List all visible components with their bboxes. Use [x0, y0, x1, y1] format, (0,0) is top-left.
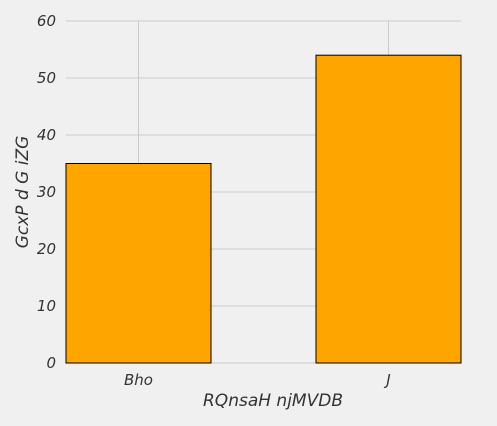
x-axis-ticks: Bho J [124, 371, 391, 389]
y-tick-label: 60 [37, 12, 56, 30]
x-tick-label: Bho [124, 371, 153, 389]
y-tick-label: 20 [37, 240, 56, 258]
x-axis-label: RQnsaH njMVDB [203, 391, 343, 411]
y-tick-label: 50 [37, 69, 56, 87]
y-axis-ticks: 0 10 20 30 40 50 60 [37, 12, 56, 372]
x-tick-label: J [383, 371, 390, 389]
y-tick-label: 30 [37, 183, 56, 201]
y-tick-label: 0 [46, 354, 56, 372]
y-tick-label: 10 [37, 297, 56, 315]
y-tick-label: 40 [37, 126, 56, 144]
bar [65, 163, 212, 364]
bars [65, 54, 462, 364]
y-axis-label: GcxP d G iZG [13, 136, 33, 249]
bar [315, 54, 462, 364]
